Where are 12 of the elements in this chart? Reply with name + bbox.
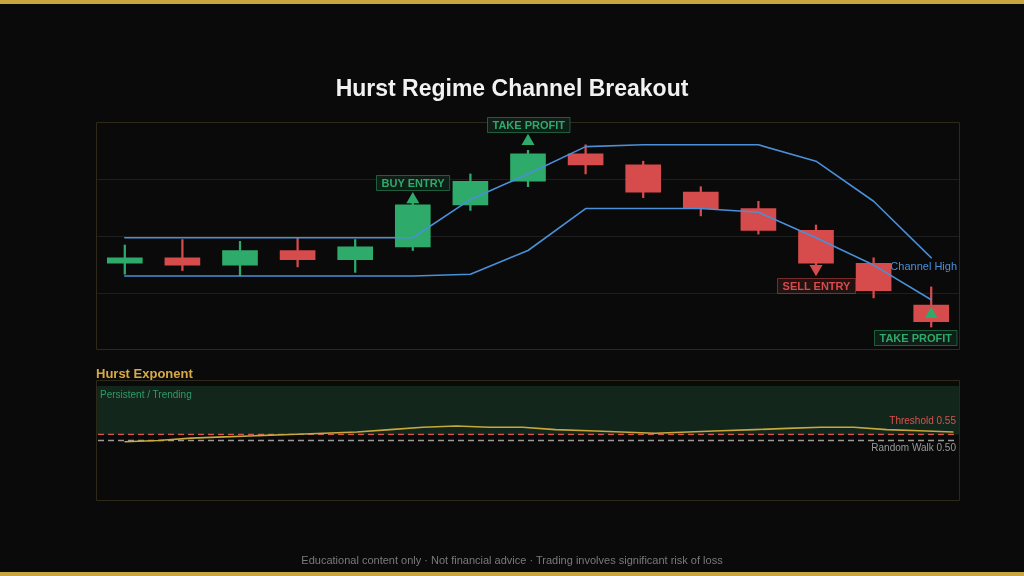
- chart-title: Hurst Exponent: [96, 366, 193, 382]
- series-label: TAKE PROFIT: [492, 118, 566, 131]
- ref-line-label: Threshold 0.55: [889, 415, 957, 427]
- series-label: BUY ENTRY: [381, 176, 446, 189]
- chart-title: Hurst Regime Channel Breakout: [334, 74, 690, 102]
- ref-line-label: Random Walk 0.50: [871, 442, 957, 454]
- series-label: SELL ENTRY: [782, 279, 852, 292]
- text: TAKE PROFIT: [879, 331, 953, 344]
- candlestick: [164, 239, 201, 271]
- band-label: Persistent / Trending: [100, 388, 192, 400]
- text: Educational content only · Not financial advice · Trading involves significant risk of loss: [300, 553, 724, 567]
- series-label: Channel High: [890, 260, 957, 273]
